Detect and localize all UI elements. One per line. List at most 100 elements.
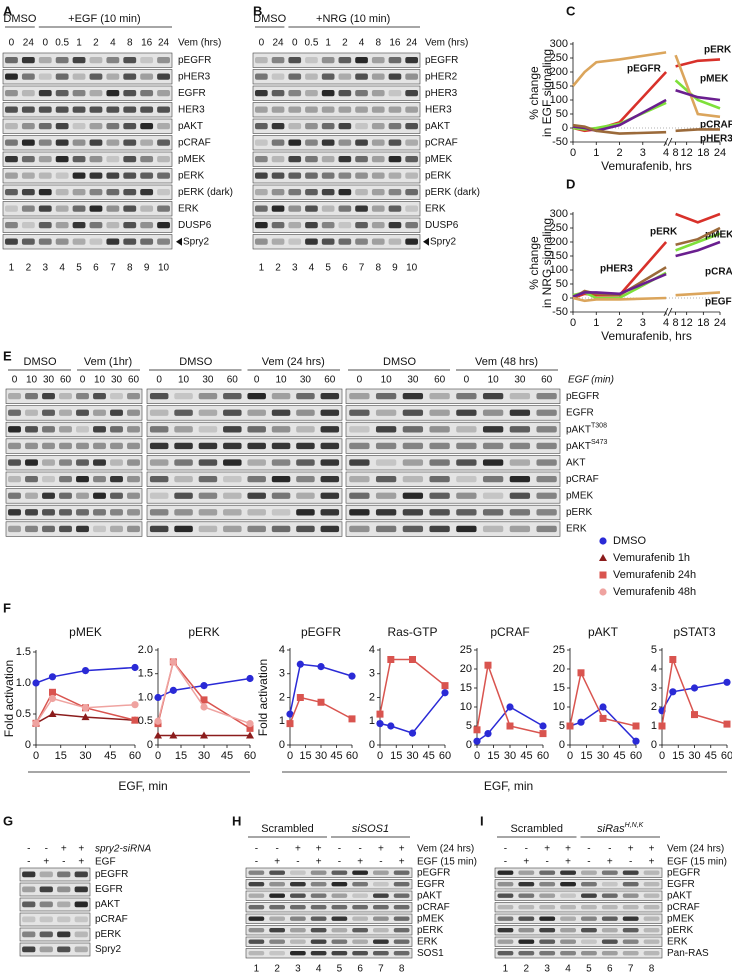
blot-band [509,509,531,516]
blot-band [388,205,402,212]
blot-band [372,916,389,921]
x-tick-label: 30 [597,750,609,762]
blot-band [497,939,514,944]
stimulus-label: EGF (min) [568,375,614,386]
x-tick-label: 60 [244,750,256,762]
panel-label: F [3,600,11,615]
blot-strip [2,135,173,151]
blot-strip [146,488,343,504]
blot-band [321,155,335,163]
blot-band [57,916,71,923]
blot-band [388,56,402,64]
blot-band [247,392,266,400]
blot-band [388,238,402,245]
blot-band [331,927,348,933]
x-axis-label: Vemurafenib, hrs [601,329,692,343]
group-label: siRasH,N,K [597,822,644,835]
blot-band [352,893,369,898]
data-point [566,722,574,730]
group-label: DMSO [24,356,57,368]
blot-band [271,122,285,130]
blot-band [536,525,557,533]
blot-band [352,881,369,887]
blot-band [539,870,556,875]
timepoint: 24 [23,38,35,49]
panel-label: C [566,3,576,18]
blot-band [247,409,266,416]
x-tick-label: 30 [198,750,210,762]
blot-band [321,172,335,179]
y-tick-label: 150 [550,250,568,262]
blot-band [123,221,137,229]
blot-band [248,916,265,921]
axis-break-mark [667,307,673,317]
blot-band [110,509,123,516]
row-label: pMEK [417,913,445,924]
blot-band [289,893,306,898]
timepoint: 24 [158,38,170,49]
blot-band [25,475,38,483]
blot-band [149,426,169,433]
blot-band [123,205,137,212]
blot-strip [245,925,413,936]
blot-band [331,870,348,875]
blot-band [89,238,103,245]
blot-band [271,492,291,499]
row-label: pHER3 [425,88,458,99]
blot-band [38,56,52,64]
blot-band [338,205,352,212]
blot-band [123,122,137,130]
blot-band [247,442,266,450]
data-point [387,722,395,730]
blot-band [296,492,315,499]
blot-band [127,392,140,400]
blot-band [456,409,477,416]
y-tick-label: 0 [466,739,472,751]
group-label: siSOS1 [352,823,389,835]
blot-band [174,525,193,533]
lane-number: 8 [375,263,381,274]
timepoint: 0.5 [55,38,69,49]
blot-band [25,492,38,499]
blot-band [72,56,86,64]
group-label-sup: H,N,K [625,822,644,829]
blot-strip [2,168,173,184]
blot-band [271,392,291,400]
blot-band [223,492,242,499]
blot-strip [19,867,91,882]
x-tick-label: 45 [104,750,116,762]
blot-band [140,205,154,212]
blot-band [321,221,335,229]
blot-band [110,459,123,466]
blot-band [140,221,154,229]
blot-band [371,188,385,196]
series-label: pCRAF [705,267,732,278]
group-label: Vem (1hr) [84,356,132,368]
x-tick-label: 3 [640,147,646,159]
sign: + [78,844,84,855]
blot-band [110,525,123,533]
blot-band [497,870,514,875]
row-label: pERK [425,170,451,181]
blot-band [127,509,140,516]
blot-band [622,939,639,944]
blot-band [482,409,504,416]
x-tick-label: 60 [439,750,451,762]
data-point [296,694,304,701]
blot-band [247,525,266,533]
blot-band [269,927,286,933]
data-point [348,672,356,680]
blot-band [269,881,286,887]
blot-band [5,106,18,113]
blot-band [388,73,402,80]
blot-band [76,442,89,450]
data-point [376,720,384,728]
timepoint: 0 [12,375,18,386]
blot-band [622,881,639,887]
blot-band [518,881,535,887]
blot-band [89,56,103,64]
blot-band [76,525,89,533]
blot-strip [245,936,413,947]
y-axis-label: Fold activation [2,660,16,737]
blot-band [127,442,140,450]
